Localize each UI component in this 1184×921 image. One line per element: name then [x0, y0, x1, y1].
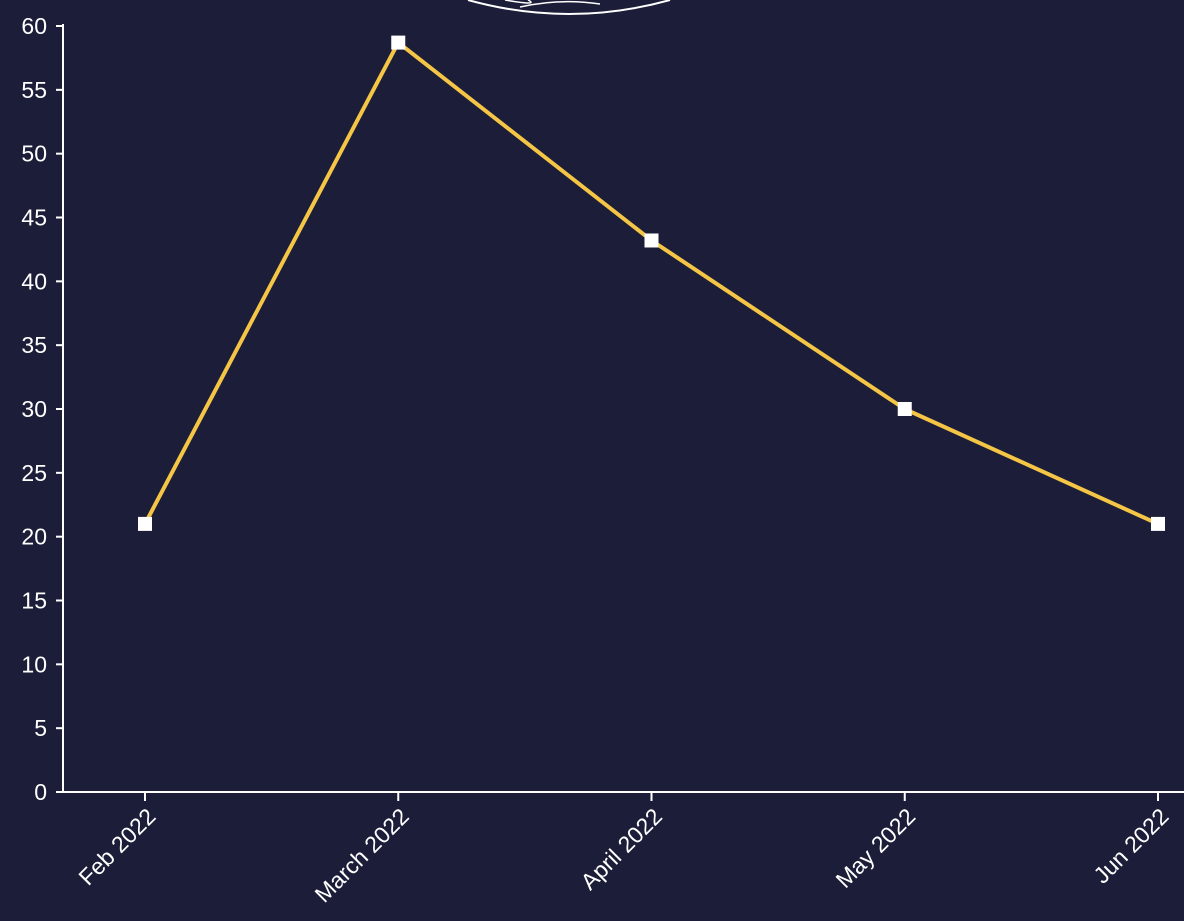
y-tick-label: 10	[21, 651, 47, 677]
y-tick-label: 60	[21, 13, 47, 39]
decorative-emblem	[467, 0, 671, 15]
y-tick-label: 30	[21, 396, 47, 422]
y-tick-label: 50	[21, 141, 47, 167]
series-line	[143, 40, 1159, 526]
series-layer	[138, 35, 1165, 531]
data-point	[897, 402, 912, 416]
y-tick-label: 25	[21, 460, 47, 486]
x-tick-label: Jun 2022	[1088, 803, 1173, 888]
y-tick-label: 55	[21, 77, 47, 103]
y-axis: 0 5 10 15 20 25 30 35 40 45 50 55 60	[21, 13, 64, 805]
data-point	[138, 516, 152, 531]
y-tick-label: 35	[21, 332, 47, 358]
y-tick-label: 5	[34, 715, 47, 741]
x-tick-label: March 2022	[310, 803, 414, 907]
y-tick-label: 15	[21, 588, 47, 614]
y-tick-label: 20	[21, 524, 47, 550]
x-axis: Feb 2022 March 2022 April 2022 May 2022 Jun …	[63, 791, 1184, 907]
data-point	[644, 233, 659, 248]
data-point	[1151, 516, 1165, 531]
x-tick-label: Feb 2022	[73, 803, 160, 890]
y-tick-label: 40	[21, 268, 47, 294]
y-tick-label: 45	[21, 205, 47, 231]
y-tick-label: 0	[34, 779, 47, 805]
x-tick-label: April 2022	[575, 803, 667, 895]
data-point	[391, 35, 406, 50]
x-tick-label: May 2022	[830, 803, 920, 893]
